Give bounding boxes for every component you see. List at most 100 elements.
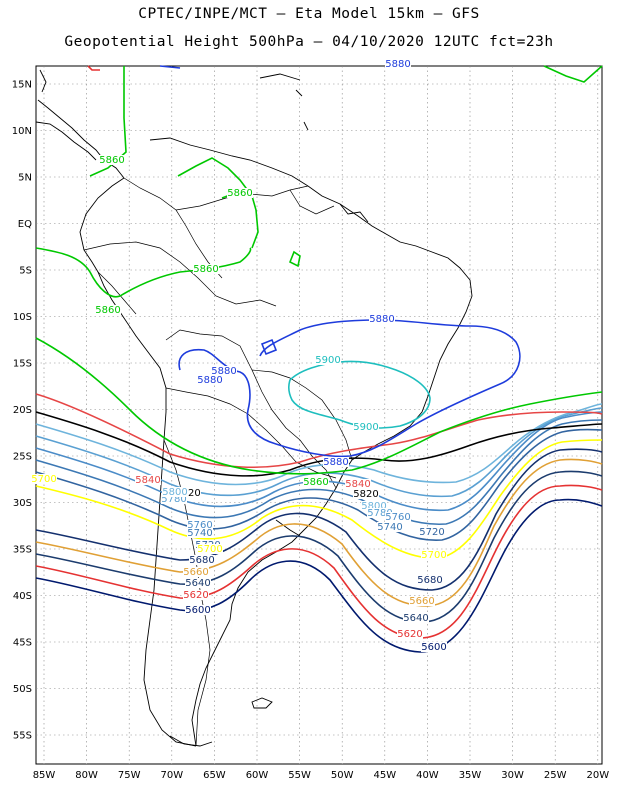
border-uruguay — [299, 439, 337, 489]
contour-label-bg — [369, 314, 395, 324]
contour-label: 5880 — [323, 457, 348, 468]
contour-label: 5620 — [183, 590, 208, 601]
contour-label-bg — [185, 605, 211, 615]
contour-label: 5800 — [162, 487, 187, 498]
contour-label: 5860 — [193, 264, 218, 275]
lon-tick-label: 20W — [586, 770, 609, 781]
border-ecuador — [97, 271, 137, 315]
contour-label: 5840 — [345, 479, 370, 490]
lat-tick-label: 10N — [12, 126, 32, 137]
contour-5620-nw — [87, 65, 100, 71]
lon-tick-label: 40W — [416, 770, 439, 781]
lat-tick-label: 55S — [13, 731, 32, 742]
contour-label: 5840 — [135, 475, 160, 486]
contour-label: 5800 — [361, 501, 386, 512]
contour-5640 — [35, 470, 603, 623]
lat-tick-label: EQ — [18, 219, 32, 230]
lat-tick-label: 35S — [13, 545, 32, 556]
contour-labels: 5860586058605860588058805880588058805900… — [31, 59, 447, 653]
contour-label-bg — [187, 520, 213, 530]
lon-tick-label: 80W — [75, 770, 98, 781]
lon-tick-label: 65W — [203, 770, 226, 781]
caribbean-coast — [149, 137, 309, 187]
contour-label-bg — [183, 590, 209, 600]
contour-label-bg — [99, 155, 125, 165]
contour-5860-north-2 — [89, 66, 127, 177]
border-peru — [83, 241, 277, 307]
contour-label-bg — [95, 305, 121, 315]
contour-label-bg — [197, 544, 223, 554]
mexico-coast — [39, 69, 47, 93]
contour-5660 — [35, 458, 603, 607]
central-america-coast-2 — [35, 121, 97, 161]
lat-tick-label: 40S — [13, 591, 32, 602]
contour-label-bg — [323, 457, 349, 467]
contour-label: 5880 — [211, 366, 236, 377]
contour-label-bg — [353, 422, 379, 432]
contour-label: 5760 — [385, 512, 410, 523]
contour-label: 5880 — [385, 59, 410, 70]
caribbean-islands — [259, 73, 301, 81]
map-title: CPTEC/INPE/MCT – Eta Model 15km – GFS — [138, 6, 480, 22]
contour-label-bg — [353, 489, 379, 499]
contour-5800 — [35, 403, 603, 486]
contour-5860 — [35, 337, 603, 475]
contour-5820 — [35, 411, 603, 477]
contour-label: 5900 — [353, 422, 378, 433]
contour-label-bg — [367, 508, 393, 518]
contour-label-bg — [419, 527, 445, 537]
contour-label: 5660 — [183, 567, 208, 578]
border-guianas — [289, 189, 335, 215]
island-2 — [303, 121, 309, 131]
contour-label: 5820 — [353, 489, 378, 500]
contour-label-bg — [397, 629, 423, 639]
contour-5860-small — [288, 250, 301, 268]
border-colombia — [123, 177, 223, 279]
amazon-mouth — [339, 203, 369, 223]
contour-label-bg — [385, 512, 411, 522]
contour-5880-small — [260, 338, 278, 356]
contour-label: 5700 — [31, 474, 56, 485]
contour-label-bg — [303, 477, 329, 487]
contour-label-bg — [161, 494, 187, 504]
contour-label: 5700 — [197, 544, 222, 555]
contour-label: 5620 — [397, 629, 422, 640]
contour-label: 5860 — [303, 477, 328, 488]
contour-label-bg — [185, 578, 211, 588]
contour-5740 — [35, 419, 603, 526]
contour-5860-north-3 — [177, 157, 259, 249]
contour-5880-north — [159, 65, 181, 69]
contour-label: 5780 — [367, 508, 392, 519]
contour-label: 5600 — [421, 642, 446, 653]
contour-label: 5860 — [227, 188, 252, 199]
lat-tick-label: 15N — [12, 80, 32, 91]
contour-5600 — [35, 498, 603, 653]
rio-de-la-plata — [275, 519, 301, 537]
border-brazil — [251, 369, 353, 461]
contour-label: 5740 — [187, 528, 212, 539]
contour-label: 5600 — [185, 605, 210, 616]
contour-label: 5760 — [187, 520, 212, 531]
border-bolivia — [165, 329, 301, 441]
contour-5900 — [287, 360, 431, 429]
contour-label-bg — [197, 375, 223, 385]
contour-label-bg — [211, 366, 237, 376]
lat-tick-label: 15S — [13, 359, 32, 370]
contour-5840 — [35, 393, 603, 469]
contour-label-bg — [315, 355, 341, 365]
contour-5720 — [35, 428, 603, 541]
lat-tick-label: 5S — [19, 266, 32, 277]
tick-labels: 15N 10N 5N EQ 5S 10S 15S 20S 25S 30S 35S 40S 45S 50S 5… — [12, 80, 609, 782]
contour-label: 5740 — [377, 522, 402, 533]
pacific-coast — [79, 177, 197, 747]
map-subtitle: Geopotential Height 500hPa – 04/10/2020 … — [64, 34, 554, 50]
contour-label: 5860 — [99, 155, 124, 166]
contour-label-bg — [183, 567, 209, 577]
contour-label: 5680 — [417, 575, 442, 586]
lon-tick-label: 45W — [373, 770, 396, 781]
lon-tick-label: 70W — [160, 770, 183, 781]
falklands — [251, 697, 273, 709]
lon-tick-label: 30W — [501, 770, 524, 781]
contour-label: 5860 — [95, 305, 120, 316]
